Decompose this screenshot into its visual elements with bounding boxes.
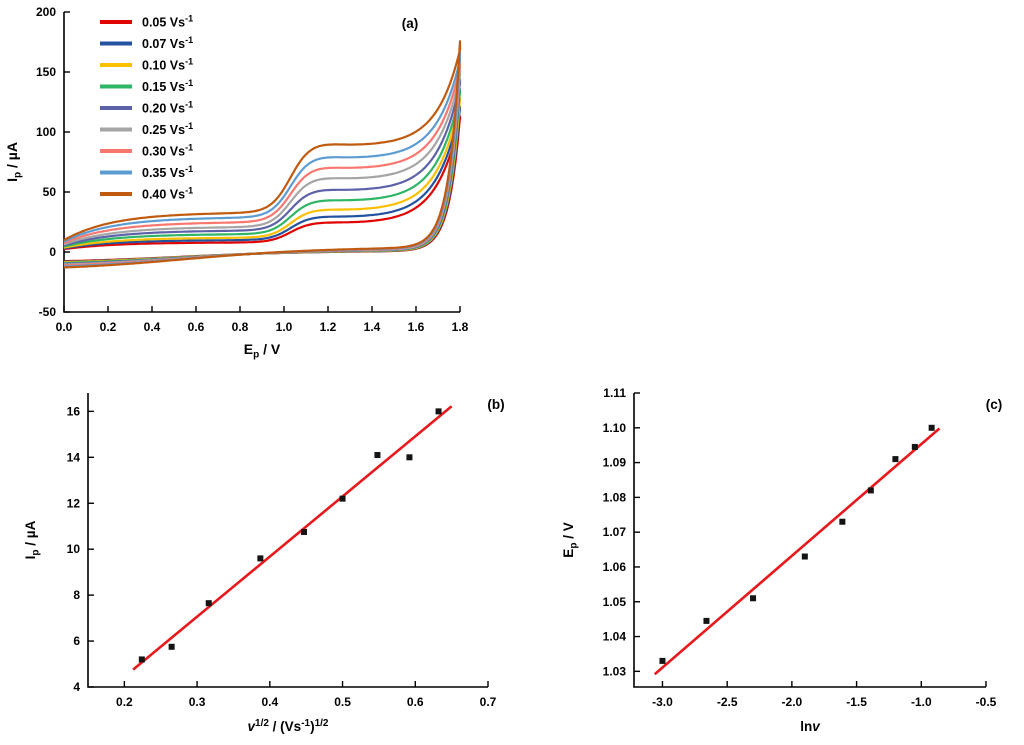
- data-point-marker: [750, 595, 757, 602]
- y-tick-label: 4: [73, 680, 80, 694]
- x-tick-label: -0.5: [976, 695, 997, 709]
- y-axis-label: Ip / µA: [23, 520, 42, 559]
- x-tick-label: 0.2: [100, 320, 117, 334]
- legend-label: 0.40 Vs-1: [142, 186, 193, 202]
- linear-fit-line: [653, 427, 941, 676]
- y-axis-label: Ip / µA: [4, 142, 24, 182]
- legend-label: 0.25 Vs-1: [142, 121, 193, 137]
- x-tick-label: 0.8: [232, 320, 249, 334]
- scatter-points: [659, 424, 935, 664]
- y-tick-label: 12: [67, 496, 81, 510]
- y-tick-label: 16: [67, 404, 81, 418]
- y-tick-label: 1.09: [603, 456, 627, 470]
- data-point-marker: [301, 528, 307, 535]
- x-tick-label: 0.4: [144, 320, 161, 334]
- y-axis-label: Ep / V: [561, 522, 580, 557]
- x-tick-label: 0.2: [116, 695, 133, 709]
- linear-fit-line: [132, 405, 453, 671]
- x-tick-label: 0.7: [480, 695, 497, 709]
- x-tick-label: -1.5: [846, 695, 867, 709]
- y-tick-label: 1.06: [603, 560, 627, 574]
- x-tick-label: 0.3: [189, 695, 206, 709]
- scatter-points: [138, 408, 442, 663]
- y-tick-label: 1.10: [603, 421, 627, 435]
- legend-label: 0.07 Vs-1: [142, 35, 193, 51]
- x-tick-label: 0.6: [188, 320, 205, 334]
- x-tick-label: 0.6: [407, 695, 424, 709]
- data-point-marker: [911, 443, 918, 450]
- y-tick-label: -50: [39, 305, 57, 319]
- data-point-marker: [867, 487, 874, 494]
- panel-label: (c): [986, 397, 1003, 412]
- data-point-marker: [839, 518, 846, 525]
- x-tick-label: 1.0: [276, 320, 293, 334]
- y-tick-label: 1.08: [603, 490, 627, 504]
- data-point-marker: [339, 495, 346, 502]
- panel-label: (a): [402, 16, 419, 31]
- data-point-marker: [928, 424, 935, 431]
- data-point-marker: [205, 600, 212, 607]
- data-point-marker: [659, 657, 666, 664]
- cv-series-0.40 Vs-1: [63, 40, 462, 269]
- cv-chart-svg: 0.0 0.2 0.4 0.6 0.8 1.0 1.2 1.4 1.6 1.8 -50 0 50 100 1…: [4, 5, 469, 361]
- x-tick-label: -3.0: [652, 695, 673, 709]
- y-tick-label: 10: [67, 542, 81, 556]
- x-tick-label: 0.5: [334, 695, 351, 709]
- y-tick-label: 1.04: [603, 630, 627, 644]
- panel-a-cyclic-voltammetry: 0.0 0.2 0.4 0.6 0.8 1.0 1.2 1.4 1.6 1.8 -50 0 50 100 1…: [0, 0, 520, 368]
- x-tick-label: 1.4: [364, 320, 381, 334]
- data-point-marker: [406, 454, 413, 461]
- x-tick-label: -1.0: [911, 695, 932, 709]
- x-tick-label: 0.0: [56, 320, 73, 334]
- data-point-marker: [703, 617, 710, 624]
- data-point-marker: [138, 656, 145, 663]
- y-tick-label: 50: [43, 185, 57, 199]
- x-tick-label: -2.5: [717, 695, 738, 709]
- x-axis-label: v1/2 / (Vs-1)1/2: [248, 718, 329, 734]
- legend-label: 0.15 Vs-1: [142, 78, 193, 94]
- data-point-marker: [801, 553, 808, 560]
- cv-curves: [63, 40, 462, 269]
- x-tick-label: 1.2: [320, 320, 337, 334]
- legend-label: 0.10 Vs-1: [142, 57, 193, 73]
- y-tick-label: 200: [36, 5, 56, 19]
- data-point-marker: [892, 456, 899, 463]
- y-tick-label: 1.03: [603, 664, 627, 678]
- x-tick-label: 1.8: [452, 320, 469, 334]
- ip-scatter-svg: 0.2 0.3 0.4 0.5 0.6 0.7 4 6 8 10 12 14 16 v1/2 / (Vs-…: [23, 393, 505, 734]
- y-tick-label: 100: [36, 125, 56, 139]
- panel-b-ip-vs-sqrt-scanrate: 0.2 0.3 0.4 0.5 0.6 0.7 4 6 8 10 12 14 16 v1/2 / (Vs-…: [18, 377, 518, 745]
- legend: 0.05 Vs-1 0.07 Vs-1 0.10 Vs-1 0.15 Vs-1 0.20…: [100, 14, 193, 202]
- ep-scatter-svg: -3.0 -2.5 -2.0 -1.5 -1.0 -0.5 1.03 1.04 1.05 1.06…: [561, 386, 1003, 734]
- y-tick-label: 0: [49, 245, 56, 259]
- panel-label: (b): [487, 397, 504, 412]
- x-tick-label: 0.4: [261, 695, 278, 709]
- y-tick-label: 150: [36, 65, 56, 79]
- data-point-marker: [168, 643, 175, 650]
- x-axis-label: Ep / V: [244, 341, 281, 361]
- data-point-marker: [257, 555, 264, 562]
- legend-label: 0.30 Vs-1: [142, 143, 193, 159]
- y-tick-label: 8: [73, 588, 80, 602]
- panel-c-ep-vs-lnv: -3.0 -2.5 -2.0 -1.5 -1.0 -0.5 1.03 1.04 1.05 1.06…: [556, 377, 1024, 745]
- legend-label: 0.05 Vs-1: [142, 14, 193, 30]
- y-tick-label: 1.11: [603, 386, 626, 400]
- x-axis-label: lnv: [800, 719, 821, 734]
- axes: 0.2 0.3 0.4 0.5 0.6 0.7 4 6 8 10 12 14 16: [67, 393, 497, 709]
- axes: 0.0 0.2 0.4 0.6 0.8 1.0 1.2 1.4 1.6 1.8 -50 0 50 100 1…: [36, 5, 469, 334]
- axes: -3.0 -2.5 -2.0 -1.5 -1.0 -0.5 1.03 1.04 1.05 1.06…: [603, 386, 997, 709]
- data-point-marker: [374, 452, 381, 459]
- y-tick-label: 1.05: [603, 595, 627, 609]
- data-point-marker: [435, 408, 442, 415]
- y-tick-label: 14: [67, 450, 81, 464]
- y-tick-label: 1.07: [603, 525, 627, 539]
- legend-label: 0.35 Vs-1: [142, 164, 193, 180]
- legend-label: 0.20 Vs-1: [142, 100, 193, 116]
- x-tick-label: -2.0: [782, 695, 803, 709]
- y-tick-label: 6: [73, 634, 80, 648]
- x-tick-label: 1.6: [408, 320, 425, 334]
